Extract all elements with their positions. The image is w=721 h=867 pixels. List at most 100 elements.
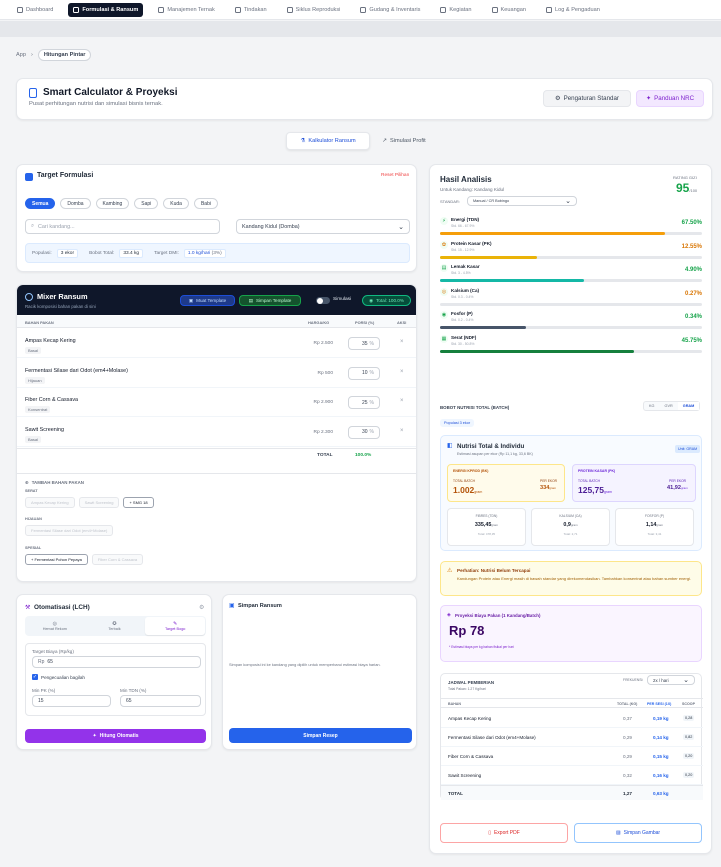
leaf-icon: ✿ [440,240,448,249]
nav-item-8[interactable]: Log & Pengaduan [541,3,605,17]
save-template-button[interactable]: ▤ Simpan Template [239,295,301,306]
tab-simulasi-profit[interactable]: ↗ Simulasi Profit [382,138,426,144]
reset-selection-link[interactable]: Reset Pilihan [381,173,410,178]
populasi-badge: Populasi 3 ekor [440,419,475,427]
remove-icon[interactable]: × [400,427,404,434]
chevron-right-icon: › [30,52,33,58]
ingredient-option[interactable]: + Fermentasi Pohon Pepaya [25,554,88,565]
nutrient-std: Std. 15 - 12.9% [451,247,475,252]
hasil-analisis-card: Hasil Analisis Untuk Kandang: Kandang Ki… [429,164,712,854]
species-chip[interactable]: Kambing [95,198,130,209]
kandang-select[interactable]: Kandang Kidul (Domba) ⌄ [236,219,410,234]
ingredient-option[interactable]: Fermentasi Silase dari Odot (em4+Molase) [25,525,114,536]
nav-item-2[interactable]: Manajemen Ternak [153,3,219,17]
tab-kalkulator-ransum[interactable]: ⚗ Kalkulator Ransum [286,132,370,150]
exclusion-checkbox[interactable]: ✓ [32,674,38,680]
species-chip[interactable]: Kuda [163,198,189,209]
nutrisi-total-panel: ◧ Nutrisi Total & Individu Estimasi asup… [440,435,702,551]
nutrient-value: 67.50% [681,220,702,226]
populasi-value: 3 ekor [56,248,79,258]
nav-item-0[interactable]: Dashboard [12,3,58,17]
min-tdn-input[interactable]: 65 [120,695,201,707]
porsi-input[interactable]: 30% [348,425,380,439]
mixer-table-header: BAHAN PAKAN HARGA/KG PORSI (%) AKSI [17,316,416,328]
species-chip[interactable]: Semua [25,198,56,209]
otomatisasi-form: Target Biaya (Rp/kg) Rp 65 ✓ Pengecualian… [25,643,206,716]
nav-item-3[interactable]: Tindakan [230,3,272,17]
nutrition-alert: ⚠ Perhatian: Nutrisi Belum Tercapai Kand… [440,561,702,596]
remove-icon[interactable]: × [400,339,404,345]
min-pk-input[interactable]: 15 [32,695,111,707]
nutrient-value: 45.75% [681,337,702,344]
frekuensi-select[interactable]: 2x / hari ⌄ [647,675,695,685]
table-row: Fermentasi Silase dari Odot (em4+Molase)… [17,359,416,388]
nav-item-1[interactable]: Formulasi & Ransum [68,2,144,17]
piggy-bank-icon: ◈ [447,612,451,618]
table-row: Sawit Screening 0,32 0,16 kg 0,20 [441,766,703,785]
nav-item-7[interactable]: Keuangan [487,3,532,17]
bobot-title: BOBOT NUTRISI TOTAL (BATCH) [440,405,510,410]
nrc-guide-button[interactable]: ✦ Panduan NRC [636,90,704,107]
search-kandang-input[interactable]: ⌕ Cari kandang... [25,219,220,234]
plus-circle-icon: ⊕ [25,480,29,485]
species-chip[interactable]: Babi [193,198,218,209]
rating-label: RATING GIZI [673,175,697,180]
fiber-icon: ▦ [440,334,448,343]
species-chip[interactable]: Domba [60,198,91,209]
ingredient-name: Fiber Corn & Cassava [25,397,79,403]
nutrient-value: 4.90% [684,267,702,273]
page-title: Smart Calculator & Proyeksi [43,87,178,98]
warehouse-icon [360,6,367,13]
remove-icon[interactable]: × [400,368,404,375]
remove-icon[interactable]: × [400,398,404,404]
ingredient-option[interactable]: Fiber Corn & Cassava [91,554,144,565]
porsi-input[interactable]: 35% [348,337,380,350]
nutrient-name: Energi (TDN) [451,217,480,222]
save-image-button[interactable]: ▨ Simpan Gambar [574,823,702,843]
oto-tab[interactable]: ◎ Hemat Rekom [42,621,67,631]
jadwal-card: JADWAL PEMBERIAN Total Pakan: 1.27 Kg/ha… [440,673,703,800]
oto-tab[interactable]: ✪ Terbaik [108,621,121,631]
target-formulasi-card: Target Formulasi Reset Pilihan Semua Domb… [16,164,417,272]
simpan-hint: Simpan komposisi ini ke kandang yang dip… [229,662,381,667]
group-items: Ampas Kecap Kering Sawit Screening + SMG 1… [25,497,154,508]
flask-icon [73,6,80,13]
settings-icon[interactable]: ⚙ [199,605,205,611]
simpan-resep-button[interactable]: Simpan Resep [229,728,412,743]
table-row: Fiber Corn & Cassava Konsentrat Rp 2.900 25… [17,388,416,417]
grid-icon [17,6,23,13]
chevron-down-icon: ⌄ [398,223,404,231]
chart-icon: ◧ [447,443,453,449]
unit-option[interactable]: GVR [664,404,673,408]
hitung-otomatis-button[interactable]: ✦ Hitung Otomatis [25,729,206,743]
nav-item-4[interactable]: Siklus Reproduksi [282,3,346,17]
unit-option[interactable]: KG [649,404,655,408]
group-items: Fermentasi Silase dari Odot (em4+Molase) [25,525,114,536]
species-chips: Semua Domba Kambing Sapi Kuda Babi [25,198,218,209]
nav-item-6[interactable]: Kegiatan [435,3,476,17]
porsi-input[interactable]: 25% [348,396,380,409]
export-pdf-button[interactable]: ▯ Export PDF [440,823,568,843]
flask-icon: ⚗ [300,138,306,144]
rating-score: 95/100 [676,181,698,195]
oto-tab[interactable]: ✎ Target Bogo [145,617,206,635]
species-chip[interactable]: Sapi [134,198,159,209]
target-biaya-input[interactable]: Rp 65 [32,656,201,668]
breadcrumb-root[interactable]: App [16,52,26,58]
hasil-title: Hasil Analisis [440,175,492,184]
sparkle-icon: ✦ [645,95,652,102]
bone-icon: ◎ [440,287,448,296]
load-template-button[interactable]: ▣ Muat Template [180,295,235,306]
chevron-down-icon: ⌄ [683,677,689,684]
nutrient-name: Serat (NDF) [451,334,477,340]
unit-option[interactable]: GRAM [677,402,700,410]
ingredient-option[interactable]: Ampas Kecap Kering [25,497,75,508]
standar-select[interactable]: Manual / CR Bobingo ⌄ [467,196,577,206]
ingredient-option[interactable]: + SMG 18 [123,497,154,508]
ingredient-option[interactable]: Sawit Screening [78,497,120,508]
settings-standard-button[interactable]: ⚙ Pengaturan Standar [543,90,631,107]
porsi-input[interactable]: 10% [348,366,380,380]
trend-icon: ↗ [382,138,387,144]
nav-item-5[interactable]: Gudang & Inventaris [355,3,425,17]
simulasi-toggle[interactable] [316,297,330,304]
